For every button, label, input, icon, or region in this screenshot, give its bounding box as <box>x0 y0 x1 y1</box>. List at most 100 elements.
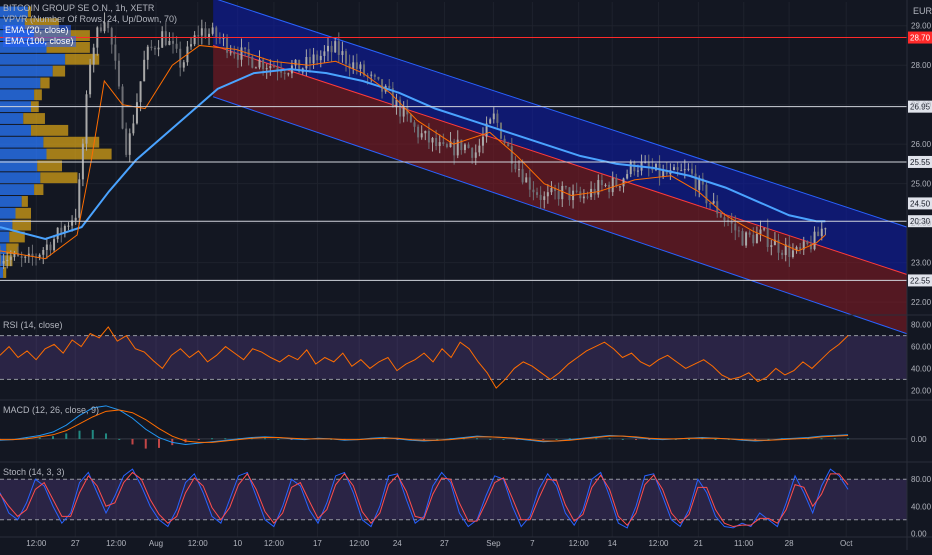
candle-body <box>770 245 773 248</box>
macd-histogram-bar <box>489 438 492 440</box>
stoch-d-line <box>0 471 849 528</box>
candle-body <box>233 52 236 55</box>
regression-upper-line <box>217 0 908 228</box>
candle-body <box>474 152 477 158</box>
candle-body <box>110 28 113 45</box>
candle-body <box>665 170 668 175</box>
regression-channel-upper <box>213 0 907 275</box>
macd-histogram-bar <box>714 438 717 440</box>
rsi-band <box>0 335 907 380</box>
candle-body <box>42 249 45 255</box>
candle-body <box>308 56 311 64</box>
candle-body <box>117 60 120 87</box>
macd-histogram-bar <box>158 438 161 448</box>
time-tick-label: 28 <box>785 539 794 548</box>
macd-histogram-bar <box>131 438 134 445</box>
candle-body <box>481 136 484 146</box>
candle-body <box>723 217 726 221</box>
vpvr-bar-down <box>3 267 7 278</box>
candle-body <box>172 40 175 44</box>
macd-histogram-bar <box>78 430 81 439</box>
price-tick-label: 24.00 <box>911 219 932 228</box>
candle-body <box>745 232 748 246</box>
candle-body <box>208 33 211 38</box>
time-tick-label: 12:00 <box>264 539 285 548</box>
time-tick-label: 21 <box>694 539 703 548</box>
macd-histogram-bar <box>25 437 28 439</box>
candle-body <box>363 64 366 76</box>
candle-body <box>791 250 794 258</box>
macd-histogram-bar <box>436 438 439 440</box>
rsi-line <box>0 326 849 389</box>
vpvr-bar-down <box>24 18 59 30</box>
candle-body <box>463 144 466 151</box>
candle-body <box>254 67 257 69</box>
vpvr-bar-down <box>27 6 31 18</box>
price-tick-label: 22.00 <box>911 298 932 307</box>
vpvr-bar-up <box>0 148 47 160</box>
macd-histogram-bar <box>688 438 691 440</box>
candle-body <box>381 79 384 92</box>
candle-body <box>734 223 737 231</box>
candle-body <box>424 130 427 134</box>
candle-body <box>600 180 603 186</box>
candle-body <box>323 51 326 56</box>
vpvr-bar-down <box>9 231 25 243</box>
candle-body <box>13 253 16 258</box>
candle-body <box>2 260 5 264</box>
rsi-legend[interactable]: RSI (14, close) <box>3 320 63 330</box>
candle-body <box>597 180 600 195</box>
stoch-pane[interactable] <box>0 468 907 529</box>
candle-body <box>539 194 542 200</box>
candle-body <box>582 196 585 199</box>
vpvr-bar-up <box>0 18 25 30</box>
price-tick-label: 27.00 <box>911 101 932 110</box>
candle-body <box>334 41 337 53</box>
candle-body <box>471 147 474 158</box>
candle-body <box>546 192 549 197</box>
stoch-legend[interactable]: Stoch (14, 3, 3) <box>3 467 65 477</box>
candle-body <box>824 228 827 230</box>
candle-body <box>143 59 146 82</box>
candle-body <box>355 62 358 69</box>
candle-body <box>445 144 448 148</box>
vpvr-bar-down <box>43 136 100 148</box>
macd-legend[interactable]: MACD (12, 26, close, 9) <box>3 405 100 415</box>
price-tick-label: 28.00 <box>911 61 932 70</box>
stoch-tick-label: 0.00 <box>911 529 927 538</box>
rsi-tick-label: 80.00 <box>911 321 932 330</box>
vpvr-bar-up <box>0 89 35 101</box>
time-tick-label: 14 <box>608 539 617 548</box>
macd-pane[interactable] <box>0 405 907 449</box>
candle-body <box>128 133 131 155</box>
candle-body <box>719 213 722 218</box>
candle-body <box>341 51 344 55</box>
vpvr-legend[interactable]: VPVR (Number Of Rows, 24, Up/Down, 70) <box>3 14 178 24</box>
candle-body <box>0 254 1 264</box>
price-level-tag <box>908 31 932 44</box>
candle-body <box>496 113 499 123</box>
candle-body <box>240 47 243 60</box>
candle-body <box>85 94 88 144</box>
candle-body <box>712 201 715 204</box>
ema100-legend[interactable]: EMA (100, close) <box>3 36 76 47</box>
vpvr-bar-up <box>0 41 47 53</box>
candle-body <box>510 146 513 164</box>
vpvr-bar-down <box>34 89 42 101</box>
macd-histogram-bar <box>476 438 479 440</box>
candle-body <box>316 54 319 61</box>
time-tick-label: 10 <box>233 539 242 548</box>
macd-histogram-bar <box>38 437 41 439</box>
candle-body <box>153 47 156 50</box>
candle-body <box>748 232 751 235</box>
candle-body <box>135 102 138 124</box>
rsi-pane[interactable] <box>0 326 907 389</box>
vpvr-bar-up <box>0 207 16 219</box>
candle-body <box>251 56 254 68</box>
ema20-legend[interactable]: EMA (20, close) <box>3 25 71 36</box>
candle-body <box>319 55 322 61</box>
candle-body <box>611 177 614 193</box>
macd-histogram-bar <box>542 438 545 440</box>
